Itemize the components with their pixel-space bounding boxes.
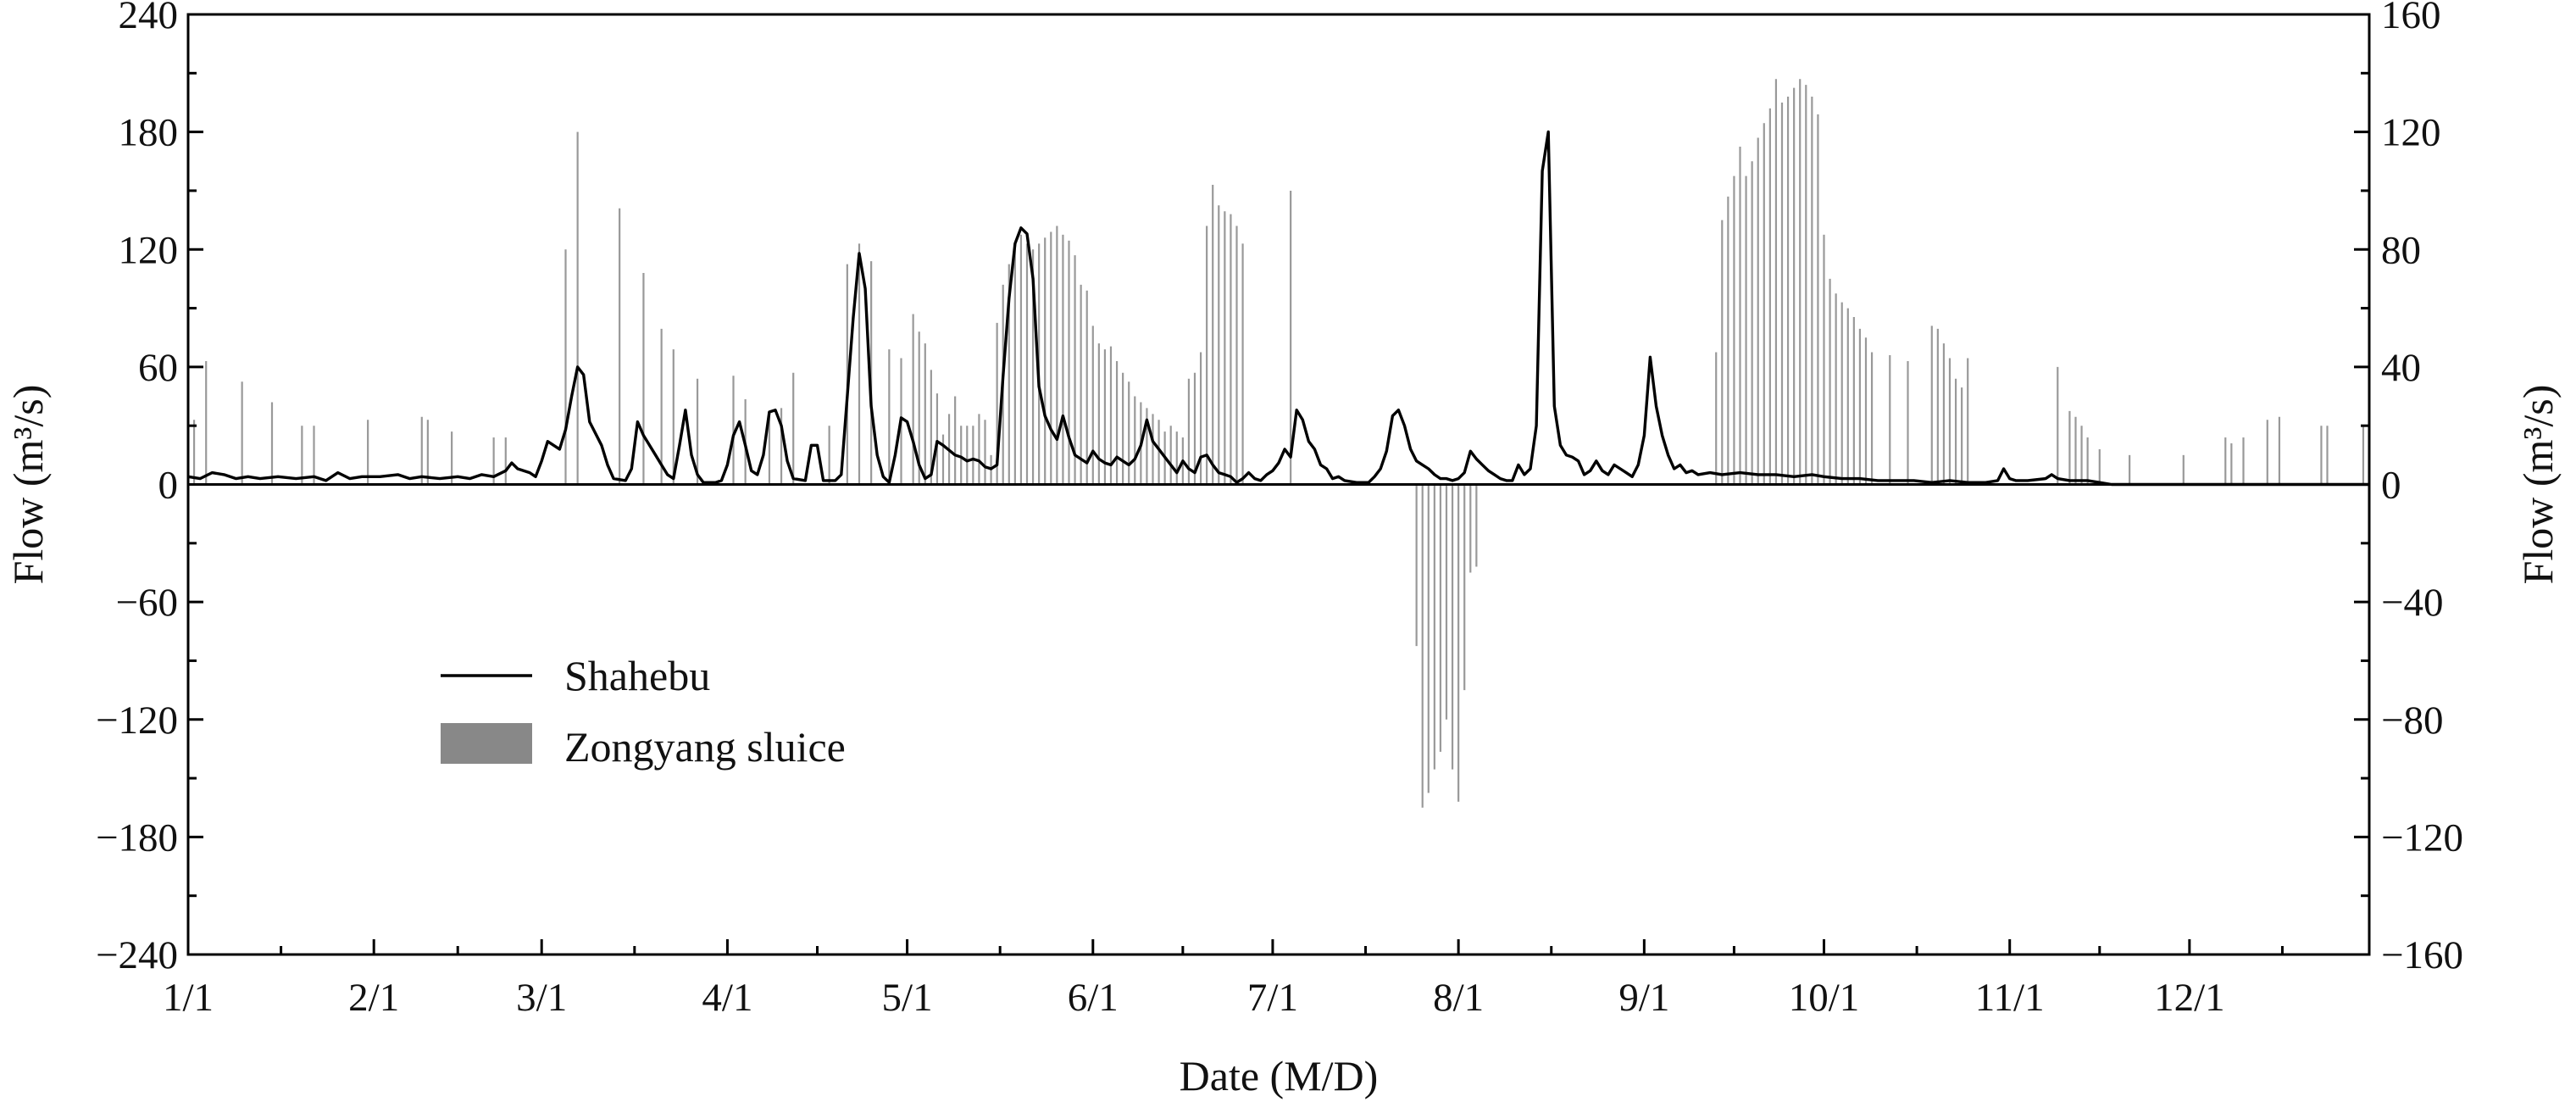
- x-tick-label: 8/1: [1433, 976, 1484, 1020]
- left-tick-label: 120: [119, 228, 179, 272]
- right-axis-title: Flow (m³/s): [2514, 385, 2562, 585]
- left-axis-title: Flow (m³/s): [4, 385, 52, 585]
- x-tick-label: 3/1: [516, 976, 567, 1020]
- right-tick-label: 40: [2381, 346, 2421, 390]
- zongyang-sluice-bars: [192, 79, 2365, 808]
- x-tick-label: 1/1: [163, 976, 214, 1020]
- left-tick-label: −120: [96, 698, 178, 743]
- left-tick-label: 180: [119, 111, 179, 155]
- left-tick-label: −180: [96, 815, 178, 860]
- right-tick-label: 80: [2381, 228, 2421, 272]
- x-axis-tick-labels: 1/1 2/1 3/1 4/1 5/1 6/1 7/1 8/1 9/1 10/1 11/1 12/1: [163, 976, 2225, 1020]
- shahebu-series-line: [187, 130, 2369, 487]
- left-tick-label: −240: [96, 933, 178, 977]
- right-tick-label: −80: [2381, 698, 2444, 743]
- x-tick-label: 6/1: [1068, 976, 1119, 1020]
- x-axis-title: Date (M/D): [1180, 1052, 1379, 1099]
- left-tick-label: −60: [115, 581, 178, 625]
- right-tick-label: −40: [2381, 581, 2444, 625]
- right-tick-label: 120: [2381, 111, 2441, 155]
- right-tick-label: 160: [2381, 0, 2441, 37]
- right-axis-tick-labels: 160 120 80 40 0 −40 −80 −120 −160: [2381, 0, 2463, 977]
- left-tick-label: 0: [158, 464, 179, 508]
- legend: Shahebu Zongyang sluice: [441, 652, 846, 771]
- x-tick-label: 4/1: [702, 976, 752, 1020]
- legend-swatch-zongyang-sluice: [441, 723, 532, 764]
- right-tick-label: 0: [2381, 464, 2401, 508]
- x-tick-label: 5/1: [882, 976, 933, 1020]
- x-tick-label: 9/1: [1618, 976, 1669, 1020]
- legend-label-zongyang-sluice: Zongyang sluice: [564, 723, 846, 771]
- x-tick-label: 11/1: [1975, 976, 2045, 1020]
- axis-ticks: [186, 13, 2369, 956]
- right-tick-label: −160: [2381, 933, 2463, 977]
- left-axis-tick-labels: 240 180 120 60 0 −60 −120 −180 −240: [96, 0, 178, 977]
- left-tick-label: 240: [119, 0, 179, 37]
- left-tick-label: 60: [138, 346, 178, 390]
- legend-label-shahebu: Shahebu: [564, 652, 710, 699]
- right-tick-label: −120: [2381, 815, 2463, 860]
- x-tick-label: 7/1: [1247, 976, 1298, 1020]
- x-tick-label: 2/1: [348, 976, 399, 1020]
- x-tick-label: 12/1: [2154, 976, 2225, 1020]
- x-tick-label: 10/1: [1789, 976, 1860, 1020]
